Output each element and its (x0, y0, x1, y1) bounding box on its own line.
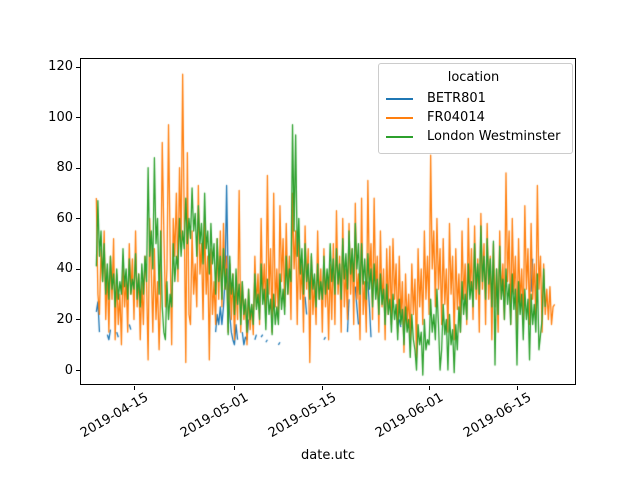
y-tick-label: 120 (48, 59, 73, 75)
legend-item-betr801: BETR801 (383, 89, 564, 108)
y-tick-mark (76, 117, 80, 119)
legend-item-london-westminster: London Westminster (383, 127, 564, 146)
y-tick-mark (76, 319, 80, 321)
y-tick-label: 0 (64, 362, 73, 378)
y-tick-label: 80 (56, 160, 73, 176)
legend-items: BETR801 FR04014 London Westminster (383, 89, 564, 146)
legend-item-label: London Westminster (427, 129, 561, 144)
y-tick-mark (76, 167, 80, 169)
legend-title: location (447, 70, 500, 85)
y-tick-label: 60 (56, 210, 73, 226)
legend-line-swatch (386, 116, 413, 119)
x-tick-mark (234, 386, 236, 390)
y-tick-mark (76, 218, 80, 220)
x-tick-mark (322, 386, 324, 390)
x-tick-mark (133, 386, 135, 390)
x-tick-mark (429, 386, 431, 390)
y-tick-mark (76, 268, 80, 270)
legend-item-label: FR04014 (427, 110, 485, 125)
y-tick-label: 100 (48, 109, 73, 125)
legend-item-label: BETR801 (427, 91, 486, 106)
y-tick-mark (76, 370, 80, 372)
legend-item-fr04014: FR04014 (383, 108, 564, 127)
legend: location BETR801 FR04014 London Westminste… (378, 63, 573, 154)
x-tick-mark (516, 386, 518, 390)
legend-line-swatch (386, 135, 413, 138)
y-tick-label: 20 (56, 311, 73, 327)
legend-line-swatch (386, 97, 413, 100)
y-tick-mark (76, 66, 80, 68)
y-tick-label: 40 (56, 261, 73, 277)
x-axis-label: date.utc (301, 448, 355, 463)
